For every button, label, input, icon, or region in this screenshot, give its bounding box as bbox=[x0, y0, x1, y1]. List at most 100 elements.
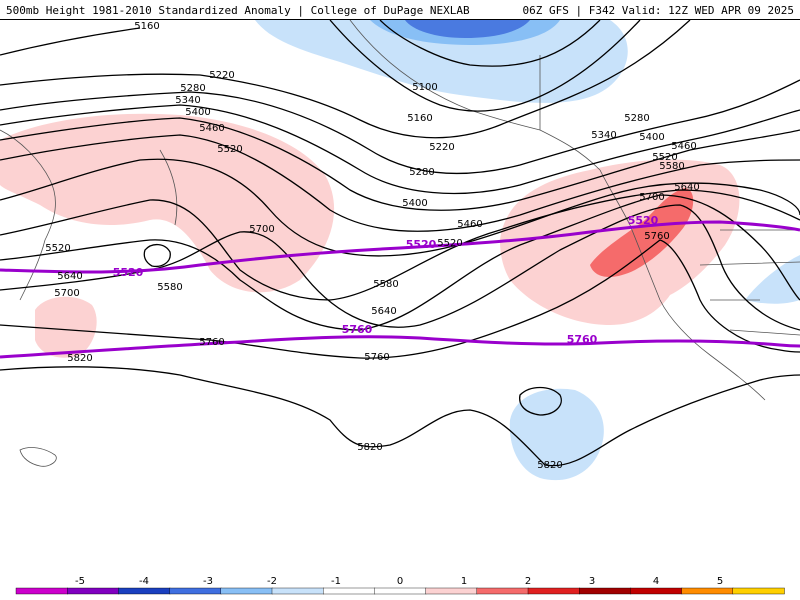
contour-label-5760-a: 5760 bbox=[199, 337, 224, 348]
contour-label-5160-a: 5160 bbox=[134, 21, 159, 32]
model-run-info: 06Z GFS | F342 Valid: 12Z WED APR 09 202… bbox=[522, 4, 794, 17]
pos-anomaly-west-pacific bbox=[0, 113, 335, 293]
purple-5520 bbox=[0, 220, 800, 274]
colorbar-tick-label: 1 bbox=[461, 576, 467, 587]
contour-label-5400-a: 5400 bbox=[185, 107, 210, 118]
contour-5100 bbox=[379, 20, 601, 67]
purple-contours bbox=[0, 220, 800, 359]
colorbar-tick-label: -3 bbox=[203, 576, 213, 587]
contour-5520 bbox=[0, 158, 800, 257]
contour-label-5640-b: 5640 bbox=[371, 306, 396, 317]
contour-label-5520-d: 5520 bbox=[652, 152, 677, 163]
colorbar-segment bbox=[425, 587, 478, 595]
colorbar-tick-label: -1 bbox=[331, 576, 341, 587]
colorbar-segment bbox=[66, 587, 120, 595]
colorbar-tick-label: 2 bbox=[525, 576, 531, 587]
contour-label-5460-c: 5460 bbox=[671, 141, 696, 152]
contour-label-5160-b: 5160 bbox=[407, 113, 432, 124]
colorbar-segment bbox=[476, 587, 529, 595]
contour-label-5520-c: 5520 bbox=[45, 243, 70, 254]
contour-label-5760-b: 5760 bbox=[364, 352, 389, 363]
contour-label-5640-a: 5640 bbox=[57, 271, 82, 282]
contour-labels: 5160522052805340540054605520510051605220… bbox=[45, 21, 699, 471]
purple-5760 bbox=[0, 335, 800, 359]
title-bar: 500mb Height 1981-2010 Standardized Anom… bbox=[0, 0, 800, 20]
contour-label-5520-b: 5520 bbox=[437, 238, 462, 249]
map-title: 500mb Height 1981-2010 Standardized Anom… bbox=[6, 4, 470, 17]
contour-5160 bbox=[0, 20, 641, 112]
neg-anomaly-alaska-center bbox=[405, 20, 530, 38]
contour-label-5460-b: 5460 bbox=[457, 219, 482, 230]
contour-label-5400-b: 5400 bbox=[402, 198, 427, 209]
colorbar-segment bbox=[527, 587, 580, 595]
contour-label-5820-c: 5820 bbox=[537, 460, 562, 471]
contour-label-5280-c: 5280 bbox=[624, 113, 649, 124]
colorbar-tick-label: -4 bbox=[139, 576, 149, 587]
pos-anomaly-dateline bbox=[35, 296, 97, 358]
purple-label-p5520-b: 5520 bbox=[406, 238, 437, 251]
contour-5460 bbox=[0, 134, 800, 232]
colorbar-segment bbox=[732, 587, 785, 595]
colorbar-tick-label: 0 bbox=[397, 576, 403, 587]
contour-label-5220-a: 5220 bbox=[209, 70, 234, 81]
purple-label-p5520-c: 5520 bbox=[628, 214, 659, 227]
colorbar-segment bbox=[15, 587, 68, 595]
colorbar-tick-label: -2 bbox=[267, 576, 277, 587]
contour-label-5640-c: 5640 bbox=[674, 182, 699, 193]
north-america-coast bbox=[599, 169, 800, 401]
purple-label-p5760-b: 5760 bbox=[567, 333, 598, 346]
contour-label-5280-a: 5280 bbox=[180, 83, 205, 94]
colorbar-segment bbox=[323, 587, 376, 595]
contour-5640 bbox=[0, 194, 800, 331]
contour-5820-closed bbox=[519, 386, 562, 416]
contour-5220 bbox=[0, 20, 691, 139]
contour-label-5340-a: 5340 bbox=[175, 95, 200, 106]
contour-5760 bbox=[0, 239, 800, 359]
contour-label-5580-a: 5580 bbox=[157, 282, 182, 293]
contour-label-5760-c: 5760 bbox=[644, 231, 669, 242]
contour-label-5340-b: 5340 bbox=[591, 130, 616, 141]
contour-5700 bbox=[0, 204, 800, 331]
pos-anomaly-ne-pacific-core bbox=[590, 188, 694, 277]
colorbar-segment bbox=[169, 587, 222, 595]
contour-label-5820-a: 5820 bbox=[67, 353, 92, 364]
anomaly-map: 5160522052805340540054605520510051605220… bbox=[0, 20, 800, 481]
colorbar-segment bbox=[220, 587, 273, 595]
alaska-coast bbox=[349, 20, 601, 171]
contour-5280 bbox=[0, 79, 800, 175]
colorbar-tick-label: 5 bbox=[717, 576, 723, 587]
contour-label-5580-b: 5580 bbox=[373, 279, 398, 290]
contour-5340 bbox=[0, 104, 800, 195]
contour-label-5700-b: 5700 bbox=[249, 224, 274, 235]
contour-5580 bbox=[0, 189, 800, 301]
hawaii bbox=[19, 447, 57, 467]
colorbar-segment bbox=[374, 587, 427, 595]
contour-label-5520-a: 5520 bbox=[217, 144, 242, 155]
contour-label-5400-c: 5400 bbox=[639, 132, 664, 143]
colorbar-segment bbox=[579, 587, 632, 595]
contour-label-5460-a: 5460 bbox=[199, 123, 224, 134]
colorbar-tick-label: -5 bbox=[75, 576, 85, 587]
colorbar-tick-label: 4 bbox=[653, 576, 659, 587]
contour-label-5700-c: 5700 bbox=[639, 192, 664, 203]
purple-label-p5760-a: 5760 bbox=[342, 323, 373, 336]
contour-label-5220-b: 5220 bbox=[429, 142, 454, 153]
contour-label-5700-a: 5700 bbox=[54, 288, 79, 299]
contour-label-5280-b: 5280 bbox=[409, 167, 434, 178]
contour-label-5820-b: 5820 bbox=[357, 442, 382, 453]
colorbar-segment bbox=[681, 587, 734, 595]
contour-5820 bbox=[0, 366, 800, 467]
anomaly-shading bbox=[0, 20, 800, 481]
neg-anomaly-subtropical bbox=[509, 388, 604, 481]
colorbar-segment bbox=[271, 587, 324, 595]
colorbar-segment bbox=[630, 587, 683, 595]
height-contours bbox=[0, 20, 800, 467]
colorbar-segment bbox=[118, 587, 171, 595]
contour-5700-closed bbox=[143, 243, 171, 268]
neg-anomaly-rockies bbox=[745, 255, 800, 304]
colorbar-tick-label: 3 bbox=[589, 576, 595, 587]
colorbar: -5 -4 -3 -2 -1 0 1 2 3 4 5 bbox=[15, 576, 785, 595]
contour-label-5100-a: 5100 bbox=[412, 82, 437, 93]
